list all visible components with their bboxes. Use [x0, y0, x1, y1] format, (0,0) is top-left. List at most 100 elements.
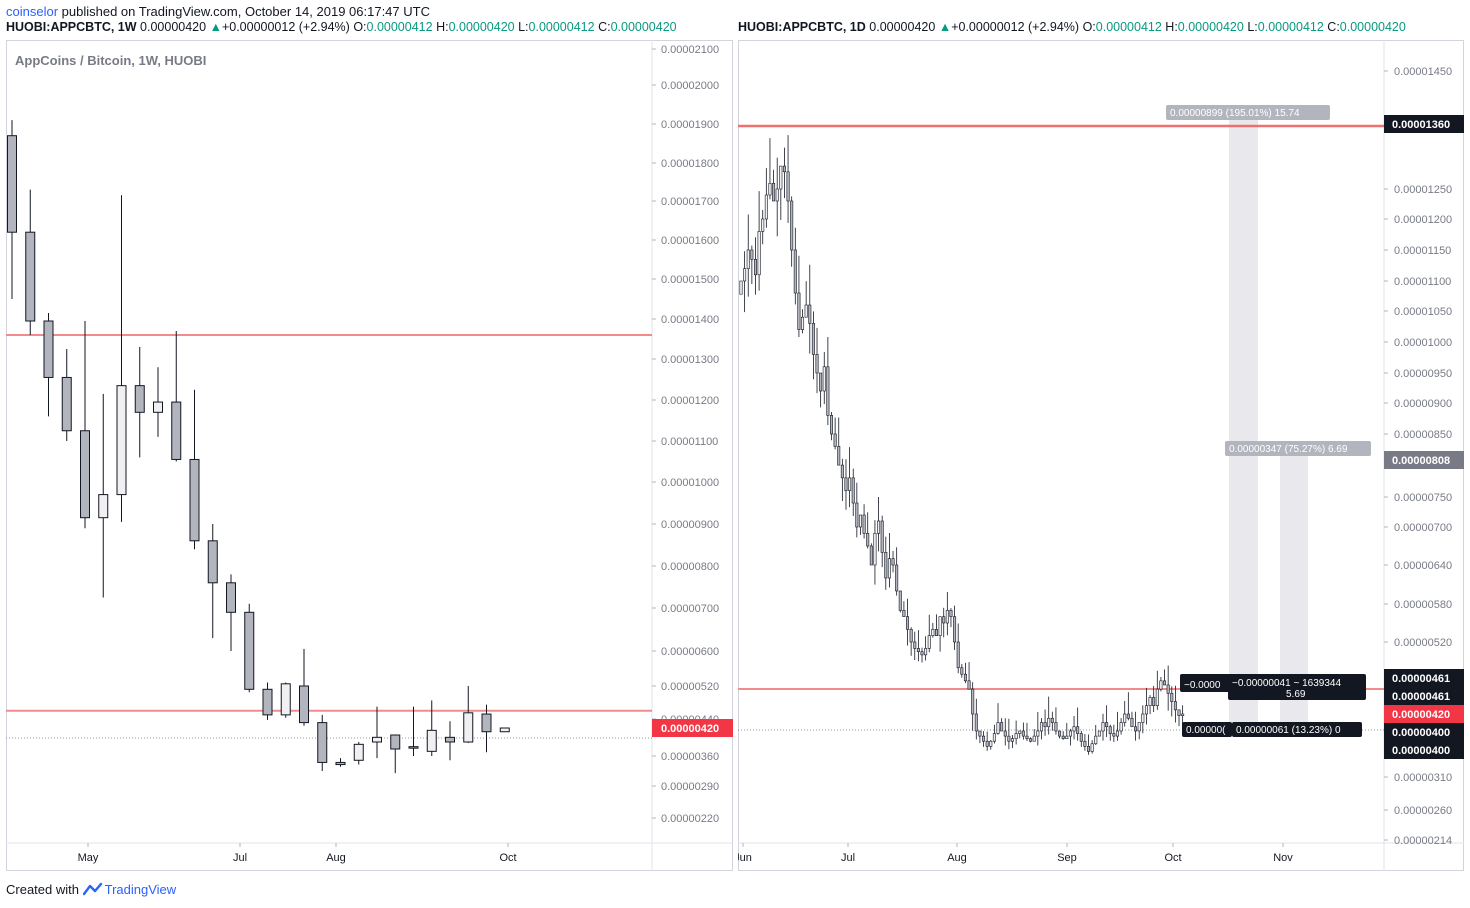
right-candle-body [880, 520, 884, 553]
left-close: 0.00000420 [610, 20, 677, 34]
right-y-tick-label: 0.00001250 [1394, 184, 1452, 196]
right-candle-body [844, 477, 848, 491]
right-candle-body [743, 268, 747, 282]
right-high: 0.00000420 [1177, 20, 1244, 34]
right-candle-body [1007, 735, 1011, 742]
right-candle-body [898, 590, 902, 611]
right-candle-body [971, 688, 975, 715]
right-y-tick-label: 0.00001050 [1394, 306, 1452, 318]
right-candle-body [1144, 705, 1148, 715]
tradingview-logo-icon [82, 882, 105, 899]
right-candle-body [1123, 713, 1127, 723]
left-candle-body [171, 401, 182, 460]
left-candle-body [481, 713, 492, 733]
left-y-tick-label: 0.00000520 [661, 681, 719, 693]
right-candle-body [1050, 717, 1054, 723]
left-candle-body [116, 385, 127, 496]
right-candle-body [1141, 713, 1145, 723]
right-candle-body [967, 680, 971, 690]
left-candle-body [98, 494, 109, 519]
right-candle-body [1072, 726, 1076, 732]
right-candle-body [942, 616, 946, 624]
footer-brand[interactable]: TradingView [104, 882, 177, 897]
right-candle-body [764, 194, 768, 220]
right-candle-body [978, 730, 982, 737]
author-link[interactable]: coinselor [6, 4, 59, 19]
right-candle-body [895, 564, 899, 592]
right-candle-body [840, 464, 844, 479]
right-candle-body [1173, 701, 1177, 711]
right-measure-b-bg [1228, 674, 1366, 700]
right-open: 0.00000412 [1095, 20, 1162, 34]
left-change: +0.00000012 (+2.94%) [221, 20, 350, 34]
right-measure-d-label-bg [1232, 722, 1362, 737]
left-candle-body [445, 736, 455, 743]
right-candle-body [1112, 733, 1116, 737]
left-l-label: L: [518, 20, 529, 34]
right-l-label: L: [1247, 20, 1258, 34]
left-x-tick-label: May [78, 852, 99, 864]
right-candle-body [775, 188, 779, 202]
left-y-tick-label: 0.00001100 [661, 436, 718, 448]
right-candle-body [1039, 722, 1043, 732]
right-candle-body [1166, 684, 1170, 694]
right-chart[interactable]: 0.00001450 0.00001250 0.00001200 0.00001150… [738, 40, 1464, 871]
right-candle-body [1163, 680, 1167, 686]
right-candle-body [1159, 680, 1163, 690]
left-price: 0.00000420 [140, 20, 207, 34]
right-candle-body [1025, 735, 1029, 739]
right-candle-body [891, 558, 895, 566]
left-candle-body [372, 736, 382, 743]
right-x-tick-label: Jun [738, 852, 752, 864]
right-candle-body [855, 502, 859, 528]
right-candle-body [985, 740, 989, 747]
right-candle-body [1126, 713, 1130, 719]
right-candle-body [1090, 743, 1094, 752]
right-symbol[interactable]: HUOBI:APPCBTC, 1D [738, 20, 866, 34]
left-y-tick-label: 0.00000290 [661, 781, 719, 793]
left-y-tick-label: 0.00001900 [661, 119, 719, 131]
right-tag-mid-target: 0.00000808 [1392, 455, 1450, 467]
right-candle-body [1076, 726, 1080, 734]
right-candle-body [877, 520, 881, 534]
right-candle-body [793, 249, 797, 294]
right-candle-body [1003, 730, 1007, 737]
left-candle-body [25, 231, 36, 322]
right-x-tick-label: Sep [1057, 852, 1077, 864]
right-y-tick-label: 0.00000520 [1394, 637, 1452, 649]
right-candle-body [811, 323, 815, 355]
right-candle-body [989, 740, 993, 747]
right-candle-body [1061, 735, 1065, 739]
left-chart[interactable]: 0.00002100 0.00002000 0.00001900 0.00001800… [6, 40, 733, 871]
right-tag-lower-400: 0.00000400 [1392, 745, 1450, 757]
left-candle-body [317, 722, 328, 763]
right-candle-body [1032, 735, 1036, 742]
right-candle-body [1170, 692, 1174, 702]
right-target-2-label-bg [1225, 441, 1371, 456]
right-y-tick-label: 0.00001000 [1394, 337, 1452, 349]
left-x-tick-label: Aug [326, 852, 346, 864]
right-candle-body [746, 249, 750, 269]
right-candle-body [945, 610, 949, 624]
right-candle-body [1101, 722, 1105, 732]
right-candle-body [830, 415, 834, 435]
right-tag-top-line-bg [1384, 115, 1464, 133]
right-candle-body [1083, 740, 1087, 747]
left-y-tick-label: 0.00000900 [661, 519, 719, 531]
left-candle-body [80, 430, 90, 519]
right-y-tick-label: 0.00000850 [1394, 429, 1452, 441]
right-measure-c-label: 0.00000( [1186, 725, 1226, 736]
right-tag-upper-461: 0.00000461 [1392, 673, 1450, 685]
left-candle-body [244, 611, 255, 690]
left-y-tick-label: 0.00000700 [661, 603, 719, 615]
left-high: 0.00000420 [448, 20, 515, 34]
right-y-tick-label: 0.00000950 [1394, 368, 1452, 380]
left-open: 0.00000412 [366, 20, 433, 34]
left-candle-body [226, 582, 236, 613]
right-candle-body [779, 165, 783, 190]
right-y-tick-label: 0.00001200 [1394, 214, 1452, 226]
right-candle-body [757, 231, 761, 276]
right-candle-body [1047, 717, 1051, 728]
left-symbol[interactable]: HUOBI:APPCBTC, 1W [6, 20, 137, 34]
right-candle-body [815, 354, 819, 374]
